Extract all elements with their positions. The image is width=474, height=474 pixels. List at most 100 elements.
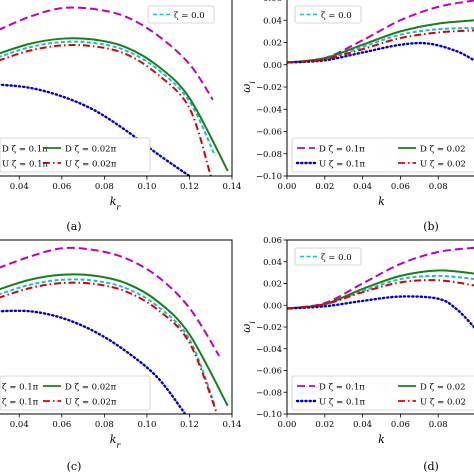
legend-label-d-2: U ζ = 0.1π: [319, 398, 366, 408]
legend-label-b-1: D ζ = 0.02: [420, 145, 466, 155]
legend-label-c-0: ζ = 0.1π: [2, 383, 39, 393]
axes-frame-c: [0, 239, 233, 415]
legend-label-a-2: U ζ = 0.1π: [2, 160, 49, 170]
y-tick-label-d-5: −0.04: [256, 345, 282, 355]
y-tick-label-b-4: −0.02: [256, 83, 282, 93]
axes-frame-a: [0, 0, 233, 177]
x-axis-label-c: kr: [110, 433, 122, 450]
series-line-a-1: [0, 6, 214, 101]
x-tick-label-c-5: 0.14: [223, 420, 242, 430]
x-axis-label-b: k: [378, 195, 385, 208]
series-line-b-1: [287, 0, 474, 64]
x-tick-label-d-2: 0.04: [353, 420, 372, 430]
x-tick-label-a-4: 0.12: [180, 182, 199, 192]
series-line-c-3: [0, 309, 187, 414]
x-tick-label-b-3: 0.06: [391, 182, 410, 192]
y-tick-label-b-3: 0.00: [263, 61, 282, 71]
series-line-b-2: [287, 19, 474, 64]
series-line-d-4: [287, 279, 474, 310]
x-tick-label-d-3: 0.06: [391, 420, 410, 430]
legend-label-a-3: U ζ = 0.02π: [65, 160, 117, 170]
legend-label-c-1: D ζ = 0.02π: [65, 383, 117, 393]
y-tick-label-b-6: −0.06: [256, 128, 282, 138]
y-tick-label-d-3: 0.00: [263, 301, 282, 311]
x-tick-label-c-2: 0.08: [95, 420, 114, 430]
y-tick-label-b-2: 0.02: [263, 39, 282, 49]
panel-label-b: (b): [423, 220, 439, 233]
y-tick-label-b-0: 0.06: [263, 0, 282, 4]
legend-top-box-a: [147, 5, 215, 24]
x-tick-label-b-1: 0.02: [315, 182, 334, 192]
series-line-d-3: [287, 295, 474, 329]
legend-label-d-0: D ζ = 0.1π: [319, 383, 365, 393]
panel-label-a: (a): [66, 220, 81, 233]
x-tick-label-c-4: 0.12: [180, 420, 199, 430]
series-line-d-1: [287, 246, 474, 310]
y-tick-label-d-7: −0.08: [256, 388, 282, 398]
y-tick-label-d-4: −0.02: [256, 323, 282, 333]
series-line-b-4: [287, 29, 474, 64]
series-line-b-3: [287, 41, 474, 64]
legend-bottom-box-a: [0, 137, 151, 173]
panel-label-c: (c): [67, 460, 82, 473]
x-tick-label-d-0: 0.00: [278, 420, 297, 430]
legend-top-box-b: [294, 5, 362, 24]
y-tick-label-d-6: −0.06: [256, 367, 282, 377]
y-tick-label-b-8: −0.10: [256, 172, 282, 182]
legend-top-label-d: ζ = 0.0: [321, 253, 352, 263]
series-line-b-0: [287, 27, 474, 64]
legend-bottom-box-c: [0, 375, 151, 411]
y-tick-label-b-1: 0.04: [263, 16, 282, 26]
legend-top-label-b: ζ = 0.0: [321, 11, 352, 21]
x-tick-label-b-4: 0.08: [429, 182, 448, 192]
legend-label-c-2: ζ = 0.1π: [2, 398, 39, 408]
legend-label-d-3: U ζ = 0.02: [420, 398, 466, 408]
legend-top-label-a: ζ = 0.0: [174, 11, 205, 21]
x-tick-label-a-2: 0.08: [95, 182, 114, 192]
legend-label-a-1: D ζ = 0.02π: [65, 145, 117, 155]
x-tick-label-a-5: 0.14: [223, 182, 242, 192]
y-tick-label-b-7: −0.08: [256, 150, 282, 160]
panel-c: 0.04 0.06 0.08 0.10 0.12 0.14 kr ζ = 0.1π D ζ = …: [0, 239, 242, 450]
x-tick-label-d-4: 0.08: [429, 420, 448, 430]
x-tick-label-c-1: 0.06: [52, 420, 71, 430]
y-tick-label-d-8: −0.10: [256, 410, 282, 420]
x-tick-label-a-1: 0.06: [52, 182, 71, 192]
series-line-a-4: [0, 44, 212, 176]
x-axis-label-a: kr: [110, 195, 122, 212]
series-line-c-1: [0, 246, 221, 357]
panel-d: 0.00 0.02 0.04 0.06 0.08 0.06 0.04 0.02 0.00 −0.0…: [240, 236, 474, 446]
legend-label-b-0: D ζ = 0.1π: [319, 145, 365, 155]
x-tick-label-a-0: 0.04: [10, 182, 29, 192]
legend-bottom-box-d: [291, 375, 474, 411]
x-tick-label-d-1: 0.02: [315, 420, 334, 430]
panel-label-d: (d): [423, 460, 439, 473]
legend-bottom-box-b: [291, 137, 474, 173]
x-tick-label-c-3: 0.10: [137, 420, 156, 430]
y-axis-label-d: ωi: [240, 321, 257, 333]
series-line-a-0: [0, 40, 216, 157]
legend-label-a-0: D ζ = 0.1π: [2, 145, 48, 155]
x-tick-label-b-0: 0.00: [278, 182, 297, 192]
x-axis-label-d: k: [378, 433, 385, 446]
legend-label-b-3: U ζ = 0.02: [420, 160, 466, 170]
panel-a: 0.04 0.06 0.08 0.10 0.12 0.14 kr ζ = 0.0 D ζ = 0…: [0, 0, 241, 212]
series-line-c-4: [0, 281, 219, 414]
y-tick-label-d-2: 0.02: [263, 280, 282, 290]
y-tick-label-d-0: 0.06: [263, 236, 282, 246]
y-tick-label-d-1: 0.04: [263, 258, 282, 268]
series-line-a-3: [0, 83, 191, 176]
series-line-c-2: [0, 273, 229, 407]
legend-label-d-1: D ζ = 0.02: [420, 383, 466, 393]
x-tick-label-c-0: 0.04: [10, 420, 29, 430]
panel-b: 0.00 0.02 0.04 0.06 0.08 0.06 0.04 0.02 0.00 −0.0…: [240, 0, 474, 208]
x-tick-label-a-3: 0.10: [137, 182, 156, 192]
y-axis-label-b: ωi: [240, 81, 257, 93]
x-tick-label-b-2: 0.04: [353, 182, 372, 192]
legend-label-c-3: U ζ = 0.02π: [65, 398, 117, 408]
legend-top-box-d: [294, 247, 362, 266]
y-tick-label-b-5: −0.04: [256, 105, 282, 115]
legend-label-b-2: U ζ = 0.1π: [319, 160, 366, 170]
series-line-a-2: [0, 37, 229, 172]
